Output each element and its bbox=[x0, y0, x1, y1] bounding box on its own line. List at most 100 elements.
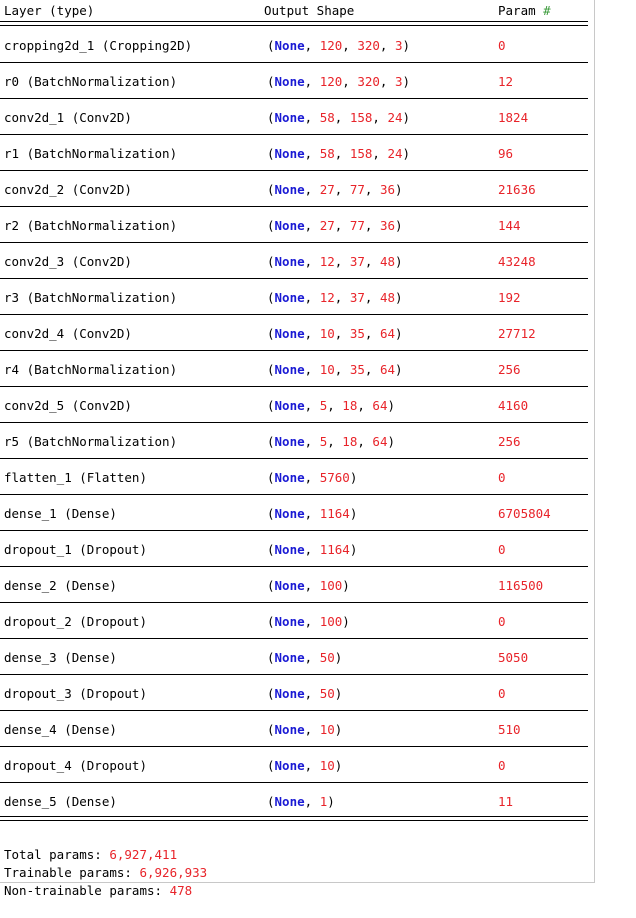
table-row: dense_5 (Dense) (None, 1) 11 bbox=[0, 782, 588, 819]
shape-close-paren: ) bbox=[395, 218, 403, 233]
shape-none-keyword: None bbox=[274, 614, 305, 629]
shape-open-paren: ( bbox=[267, 434, 275, 449]
shape-none-keyword: None bbox=[274, 434, 305, 449]
param-count: 96 bbox=[498, 146, 514, 161]
shape-dim: 64 bbox=[379, 362, 396, 377]
shape-dim: 3 bbox=[394, 74, 403, 89]
shape-close-paren: ) bbox=[395, 290, 403, 305]
shape-dim: 10 bbox=[319, 326, 335, 341]
shape-none-keyword: None bbox=[274, 110, 305, 125]
shape-comma: , bbox=[304, 326, 320, 341]
output-shape: (None, 12, 37, 48) bbox=[267, 290, 403, 305]
param-count: 116500 bbox=[498, 578, 544, 593]
bottom-border bbox=[0, 882, 594, 883]
shape-dim: 24 bbox=[387, 110, 403, 125]
layer-name: dense_4 (Dense) bbox=[4, 722, 117, 737]
output-shape: (None, 100) bbox=[267, 578, 350, 593]
output-shape: (None, 50) bbox=[267, 686, 342, 701]
shape-close-paren: ) bbox=[349, 470, 358, 485]
shape-close-paren: ) bbox=[327, 794, 335, 809]
shape-close-paren: ) bbox=[349, 542, 358, 557]
shape-comma: , bbox=[364, 362, 380, 377]
shape-dim: 58 bbox=[319, 146, 335, 161]
shape-comma: , bbox=[334, 182, 350, 197]
shape-dim: 12 bbox=[319, 290, 335, 305]
shape-dim: 48 bbox=[379, 254, 396, 269]
output-shape: (None, 5, 18, 64) bbox=[267, 434, 395, 449]
table-row: conv2d_1 (Conv2D) (None, 58, 158, 24) 1824 bbox=[0, 98, 588, 135]
shape-dim: 100 bbox=[319, 578, 343, 593]
shape-none-keyword: None bbox=[274, 650, 305, 665]
shape-dim: 3 bbox=[394, 38, 403, 53]
shape-none-keyword: None bbox=[274, 218, 305, 233]
shape-dim: 120 bbox=[319, 38, 343, 53]
param-count: 0 bbox=[498, 542, 506, 557]
param-count: 43248 bbox=[498, 254, 536, 269]
trainable-params-value: 6,926,933 bbox=[139, 865, 208, 880]
trainable-params-line: Trainable params: 6,926,933 bbox=[4, 864, 207, 882]
shape-close-paren: ) bbox=[334, 722, 343, 737]
shape-open-paren: ( bbox=[267, 254, 275, 269]
shape-open-paren: ( bbox=[267, 74, 275, 89]
output-shape: (None, 12, 37, 48) bbox=[267, 254, 403, 269]
shape-dim: 64 bbox=[372, 434, 388, 449]
table-row: r5 (BatchNormalization) (None, 5, 18, 64)… bbox=[0, 422, 588, 459]
shape-comma: , bbox=[304, 254, 320, 269]
table-row: conv2d_2 (Conv2D) (None, 27, 77, 36) 21636 bbox=[0, 170, 588, 207]
shape-comma: , bbox=[304, 398, 320, 413]
shape-open-paren: ( bbox=[267, 578, 275, 593]
non-trainable-params-label: Non-trainable params: bbox=[4, 883, 170, 898]
param-count: 192 bbox=[498, 290, 521, 305]
output-shape: (None, 58, 158, 24) bbox=[267, 146, 410, 161]
table-row: r2 (BatchNormalization) (None, 27, 77, 36… bbox=[0, 206, 588, 243]
param-count: 27712 bbox=[498, 326, 536, 341]
header-layer: Layer (type) bbox=[4, 3, 95, 18]
shape-comma: , bbox=[304, 218, 320, 233]
shape-comma: , bbox=[327, 434, 343, 449]
shape-open-paren: ( bbox=[267, 326, 275, 341]
shape-dim: 158 bbox=[349, 110, 373, 125]
shape-close-paren: ) bbox=[349, 506, 358, 521]
shape-comma: , bbox=[364, 182, 380, 197]
shape-comma: , bbox=[304, 290, 320, 305]
shape-comma: , bbox=[342, 74, 358, 89]
shape-comma: , bbox=[334, 326, 350, 341]
output-shape: (None, 10) bbox=[267, 758, 342, 773]
param-count: 144 bbox=[498, 218, 521, 233]
shape-comma: , bbox=[334, 290, 350, 305]
shape-close-paren: ) bbox=[342, 578, 350, 593]
right-border bbox=[594, 0, 595, 883]
layer-name: dropout_4 (Dropout) bbox=[4, 758, 147, 773]
shape-dim: 48 bbox=[379, 290, 396, 305]
shape-comma: , bbox=[379, 74, 395, 89]
shape-open-paren: ( bbox=[267, 146, 275, 161]
shape-close-paren: ) bbox=[334, 650, 343, 665]
shape-none-keyword: None bbox=[274, 326, 305, 341]
shape-dim: 18 bbox=[342, 434, 358, 449]
output-shape: (None, 1164) bbox=[267, 506, 357, 521]
shape-comma: , bbox=[342, 38, 358, 53]
shape-none-keyword: None bbox=[274, 578, 305, 593]
layer-name: dense_1 (Dense) bbox=[4, 506, 117, 521]
shape-close-paren: ) bbox=[342, 614, 350, 629]
param-count: 256 bbox=[498, 362, 521, 377]
params-summary: Total params: 6,927,411 Trainable params:… bbox=[4, 828, 207, 918]
shape-none-keyword: None bbox=[274, 182, 305, 197]
output-shape: (None, 5, 18, 64) bbox=[267, 398, 395, 413]
param-count: 11 bbox=[498, 794, 514, 809]
shape-dim: 18 bbox=[342, 398, 358, 413]
output-shape: (None, 120, 320, 3) bbox=[267, 74, 410, 89]
shape-dim: 10 bbox=[319, 362, 335, 377]
total-params-line: Total params: 6,927,411 bbox=[4, 846, 207, 864]
shape-comma: , bbox=[364, 254, 380, 269]
shape-comma: , bbox=[304, 362, 320, 377]
param-count: 0 bbox=[498, 38, 506, 53]
shape-comma: , bbox=[304, 470, 320, 485]
shape-comma: , bbox=[304, 686, 320, 701]
layer-name: conv2d_2 (Conv2D) bbox=[4, 182, 132, 197]
table-header: Layer (type) Output Shape Param # bbox=[0, 0, 594, 21]
shape-open-paren: ( bbox=[267, 794, 275, 809]
shape-dim: 5760 bbox=[319, 470, 350, 485]
shape-dim: 100 bbox=[319, 614, 343, 629]
param-count: 256 bbox=[498, 434, 521, 449]
